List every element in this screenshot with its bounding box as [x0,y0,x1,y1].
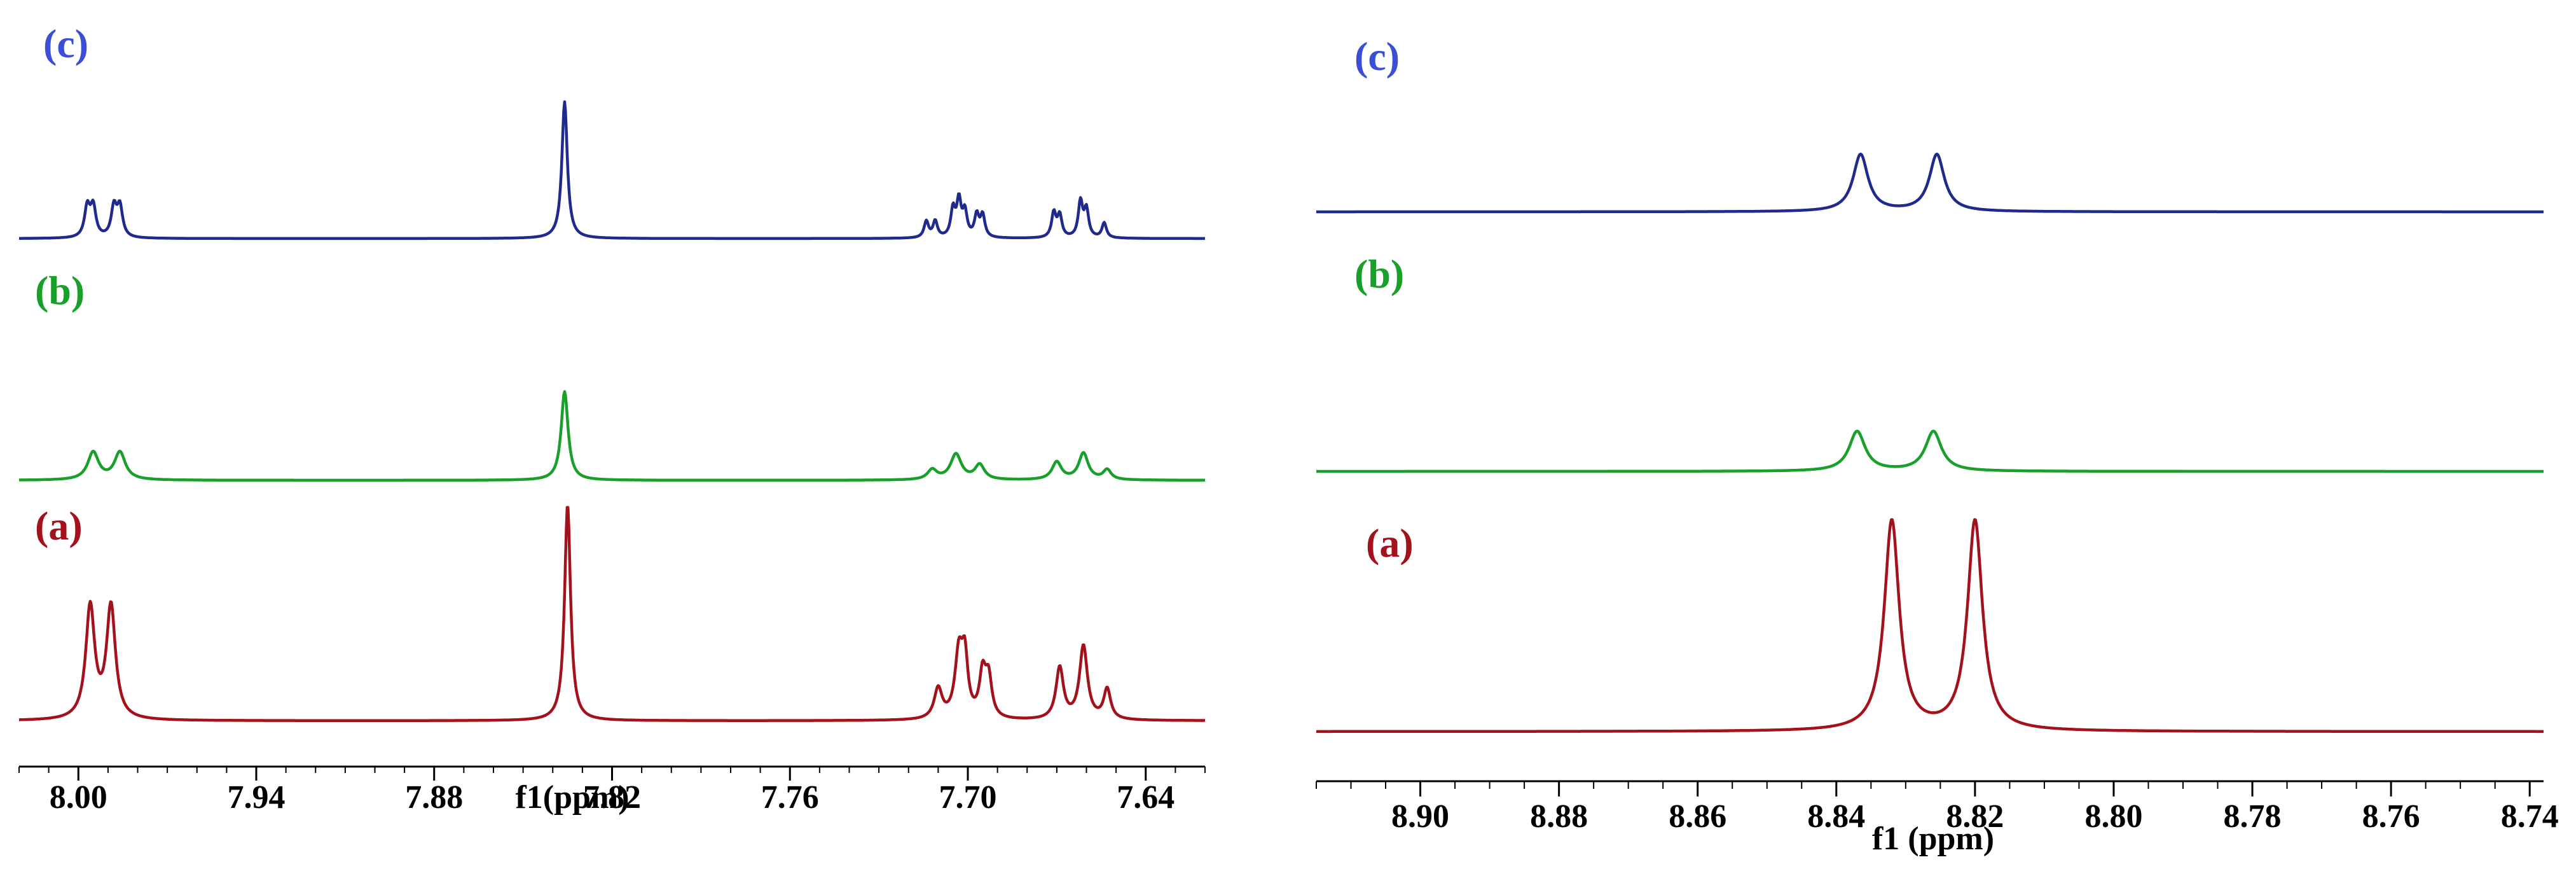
x-tick-label: 7.64 [1117,779,1174,816]
trace-label-b: (b) [1354,251,1404,296]
trace-label-c: (c) [43,21,88,66]
x-tick-label: 7.88 [405,779,463,816]
trace-label-a: (a) [35,503,83,548]
x-tick-label: 8.86 [1669,798,1726,835]
x-tick-label: 7.82 [583,779,641,816]
spectrum-trace-b [18,390,1206,482]
spectrum-trace-c [1316,152,2544,214]
spectrum-trace-c [18,100,1206,240]
x-tick-label: 8.74 [2501,798,2559,835]
spectrum-trace-b [1316,429,2544,473]
spectrum-trace-a [18,506,1206,722]
right-spectrum-panel: 8.90 8.88 8.86 8.84 8.82 8.80 8.78 8.76 8.74 f1 (… [1316,34,2559,857]
x-tick-label: 8.84 [1807,798,1865,835]
x-tick-label: 8.80 [2084,798,2142,835]
x-tick-label: 7.70 [939,779,997,816]
x-tick-label: 8.78 [2224,798,2282,835]
x-tick-label: 7.94 [228,779,286,816]
x-tick-label: 8.76 [2362,798,2420,835]
x-axis-title: f1(ppm) [515,779,629,816]
spectrum-trace-a [1316,518,2544,734]
x-axis-title: f1 (ppm) [1872,821,1994,857]
x-tick-label: 7.76 [761,779,819,816]
x-tick-label: 8.82 [1946,798,2004,835]
trace-label-a: (a) [1366,520,1414,566]
left-spectrum-panel: 8.00 7.94 7.88 7.82 7.76 7.70 7.64 f1(ppm) (c) (b… [18,21,1206,816]
x-tick-label: 8.88 [1530,798,1588,835]
trace-label-c: (c) [1354,34,1400,79]
x-tick-label: 8.90 [1391,798,1449,835]
trace-label-b: (b) [35,268,85,313]
x-tick-label: 8.00 [50,779,107,816]
